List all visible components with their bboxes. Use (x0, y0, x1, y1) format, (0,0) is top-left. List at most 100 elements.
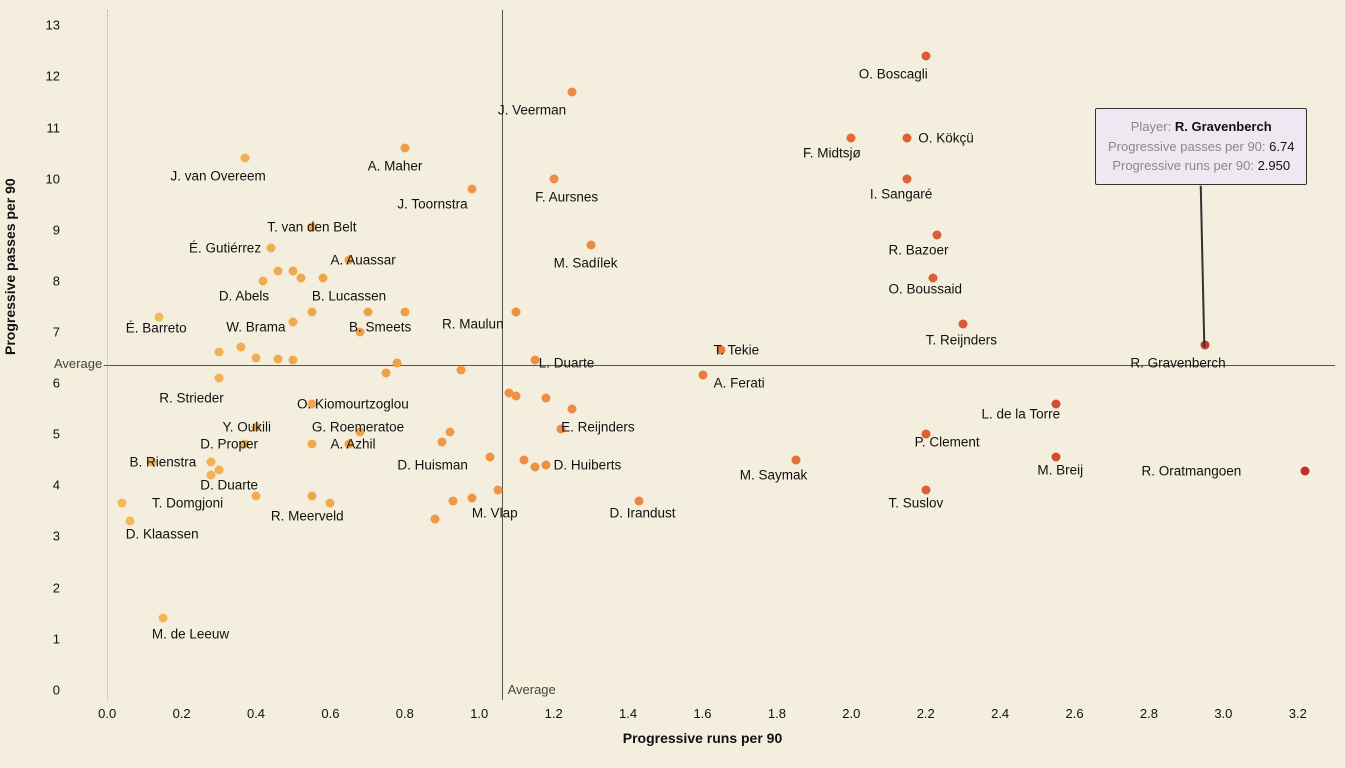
point-label: M. Vlap (472, 506, 518, 521)
data-point[interactable] (319, 274, 328, 283)
data-point[interactable] (393, 358, 402, 367)
data-point[interactable] (1301, 467, 1310, 476)
data-point[interactable] (486, 453, 495, 462)
data-point[interactable] (542, 460, 551, 469)
point-label: J. Toornstra (397, 197, 467, 212)
data-point[interactable] (274, 266, 283, 275)
data-point[interactable] (307, 307, 316, 316)
zero-x-line (107, 10, 108, 700)
ytick: 1 (20, 631, 60, 646)
data-point[interactable] (289, 356, 298, 365)
data-point[interactable] (266, 243, 275, 252)
data-point[interactable] (307, 440, 316, 449)
data-point[interactable] (252, 353, 261, 362)
data-point[interactable] (382, 368, 391, 377)
point-label: O. Boscagli (859, 66, 928, 81)
point-label: O. Boussaid (889, 281, 963, 296)
point-label: O. Kiomourtzoglou (297, 396, 409, 411)
data-point[interactable] (531, 463, 540, 472)
data-point[interactable] (240, 154, 249, 163)
ytick: 13 (20, 18, 60, 33)
data-point[interactable] (542, 394, 551, 403)
data-point[interactable] (586, 241, 595, 250)
data-point[interactable] (118, 499, 127, 508)
point-label: E. Reijnders (561, 419, 635, 434)
data-point[interactable] (456, 366, 465, 375)
ytick: 3 (20, 529, 60, 544)
data-point[interactable] (214, 348, 223, 357)
data-point[interactable] (932, 230, 941, 239)
y-axis-title: Progressive passes per 90 (2, 178, 18, 355)
xtick: 2.8 (1129, 706, 1169, 721)
point-label: O. Kökçü (918, 130, 974, 145)
data-point[interactable] (259, 276, 268, 285)
data-point[interactable] (289, 317, 298, 326)
point-label: R. Gravenberch (1130, 355, 1225, 370)
point-label: T. Domgjoni (152, 496, 223, 511)
data-point[interactable] (400, 144, 409, 153)
ytick: 11 (20, 120, 60, 135)
point-label: D. Proper (200, 437, 258, 452)
point-label: R. Bazoer (889, 243, 949, 258)
data-point[interactable] (635, 496, 644, 505)
point-label: M. Sadílek (554, 256, 618, 271)
data-point[interactable] (214, 466, 223, 475)
data-point[interactable] (549, 174, 558, 183)
data-point[interactable] (274, 354, 283, 363)
data-point[interactable] (159, 614, 168, 623)
data-point[interactable] (237, 343, 246, 352)
data-point[interactable] (307, 491, 316, 500)
data-point[interactable] (903, 174, 912, 183)
xtick: 3.2 (1278, 706, 1318, 721)
xtick: 2.0 (831, 706, 871, 721)
data-point[interactable] (449, 496, 458, 505)
xtick: 1.4 (608, 706, 648, 721)
data-point[interactable] (445, 427, 454, 436)
data-point[interactable] (296, 274, 305, 283)
data-point[interactable] (698, 371, 707, 380)
xtick: 1.8 (757, 706, 797, 721)
data-point[interactable] (467, 184, 476, 193)
tooltip-leader (1200, 185, 1205, 346)
data-point[interactable] (467, 494, 476, 503)
point-label: G. Roemeratoe (312, 419, 404, 434)
point-label: B. Rienstra (130, 455, 197, 470)
data-point[interactable] (512, 307, 521, 316)
point-label: T. Tekie (714, 342, 760, 357)
data-point[interactable] (289, 266, 298, 275)
point-label: R. Oratmangoen (1142, 464, 1242, 479)
data-point[interactable] (921, 52, 930, 61)
data-point[interactable] (125, 517, 134, 526)
point-label: R. Strieder (159, 391, 224, 406)
data-point[interactable] (519, 455, 528, 464)
ytick: 4 (20, 478, 60, 493)
data-point[interactable] (903, 133, 912, 142)
point-label: R. Maulun (442, 317, 504, 332)
data-point[interactable] (207, 458, 216, 467)
data-point[interactable] (958, 320, 967, 329)
data-point[interactable] (568, 87, 577, 96)
data-point[interactable] (1051, 453, 1060, 462)
point-label: M. Breij (1037, 463, 1083, 478)
scatter-chart: AverageAverage0123456789101112130.00.20.… (0, 0, 1345, 768)
point-label: A. Maher (368, 158, 423, 173)
point-label: A. Azhil (330, 437, 375, 452)
point-label: M. Saymak (740, 468, 808, 483)
data-point[interactable] (430, 514, 439, 523)
data-point[interactable] (791, 455, 800, 464)
data-point[interactable] (493, 486, 502, 495)
point-label: L. Duarte (539, 355, 595, 370)
data-point[interactable] (921, 486, 930, 495)
xtick: 1.0 (459, 706, 499, 721)
data-point[interactable] (363, 307, 372, 316)
data-point[interactable] (847, 133, 856, 142)
data-point[interactable] (400, 307, 409, 316)
data-point[interactable] (326, 499, 335, 508)
data-point[interactable] (438, 437, 447, 446)
data-point[interactable] (568, 404, 577, 413)
point-label: D. Irandust (609, 506, 675, 521)
point-label: J. van Overeem (170, 169, 265, 184)
data-point[interactable] (214, 374, 223, 383)
xtick: 0.0 (87, 706, 127, 721)
data-point[interactable] (512, 391, 521, 400)
